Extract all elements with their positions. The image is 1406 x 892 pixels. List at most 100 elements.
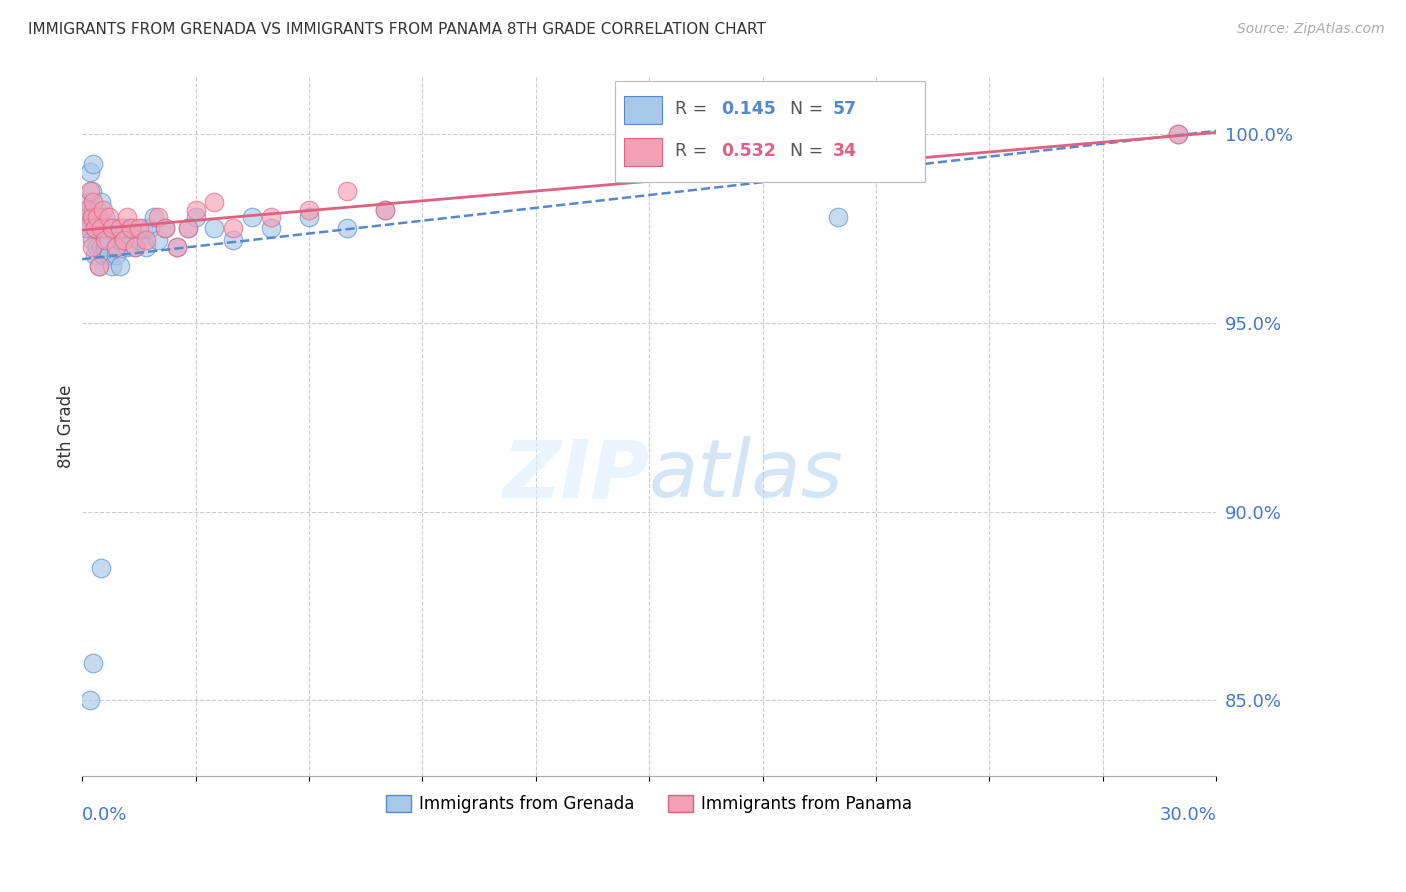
Point bbox=[96, 221, 118, 235]
Bar bbox=[624, 137, 662, 167]
Text: N =: N = bbox=[790, 100, 830, 118]
Text: 57: 57 bbox=[832, 100, 858, 118]
Point bbox=[80, 210, 103, 224]
Point bbox=[90, 561, 112, 575]
Point bbox=[94, 240, 117, 254]
Point bbox=[139, 221, 162, 235]
Point bbox=[124, 240, 146, 254]
Point bbox=[336, 184, 359, 198]
Point bbox=[79, 221, 101, 235]
Point bbox=[84, 221, 107, 235]
Point bbox=[120, 221, 142, 235]
Point bbox=[101, 221, 124, 235]
Text: 0.145: 0.145 bbox=[721, 100, 776, 118]
Text: R =: R = bbox=[675, 142, 713, 160]
Text: N =: N = bbox=[790, 142, 830, 160]
Point bbox=[298, 210, 321, 224]
Point bbox=[135, 233, 157, 247]
Point bbox=[298, 202, 321, 217]
Point bbox=[374, 202, 396, 217]
Point bbox=[128, 221, 150, 235]
Point bbox=[89, 259, 111, 273]
Text: ZIP: ZIP bbox=[502, 436, 650, 515]
Bar bbox=[624, 95, 662, 124]
Point bbox=[108, 259, 131, 273]
Point bbox=[90, 194, 112, 209]
Point bbox=[1167, 127, 1189, 141]
Point bbox=[155, 221, 177, 235]
Point bbox=[108, 221, 131, 235]
Point bbox=[117, 210, 139, 224]
Point bbox=[101, 259, 124, 273]
Point bbox=[86, 240, 108, 254]
Point bbox=[76, 194, 98, 209]
Point bbox=[84, 248, 107, 262]
Legend: Immigrants from Grenada, Immigrants from Panama: Immigrants from Grenada, Immigrants from… bbox=[380, 789, 920, 820]
Point bbox=[90, 221, 112, 235]
Point bbox=[76, 202, 98, 217]
Point bbox=[177, 221, 200, 235]
Text: atlas: atlas bbox=[650, 436, 844, 515]
Text: IMMIGRANTS FROM GRENADA VS IMMIGRANTS FROM PANAMA 8TH GRADE CORRELATION CHART: IMMIGRANTS FROM GRENADA VS IMMIGRANTS FR… bbox=[28, 22, 766, 37]
Point bbox=[166, 240, 188, 254]
Point bbox=[142, 210, 165, 224]
Text: 0.0%: 0.0% bbox=[82, 806, 128, 824]
Point bbox=[204, 221, 226, 235]
Point bbox=[75, 202, 97, 217]
Point bbox=[80, 184, 103, 198]
Point bbox=[82, 202, 104, 217]
Point bbox=[260, 210, 283, 224]
Point bbox=[120, 221, 142, 235]
Text: R =: R = bbox=[675, 100, 713, 118]
Point bbox=[827, 210, 849, 224]
Point bbox=[89, 210, 111, 224]
FancyBboxPatch shape bbox=[614, 81, 925, 182]
Point bbox=[184, 202, 207, 217]
Point bbox=[374, 202, 396, 217]
Point bbox=[89, 259, 111, 273]
Point bbox=[79, 165, 101, 179]
Point bbox=[128, 233, 150, 247]
Point bbox=[184, 210, 207, 224]
Point bbox=[177, 221, 200, 235]
Point bbox=[82, 194, 104, 209]
Point bbox=[135, 240, 157, 254]
Point bbox=[84, 221, 107, 235]
Point bbox=[124, 240, 146, 254]
Y-axis label: 8th Grade: 8th Grade bbox=[58, 385, 75, 468]
Point bbox=[240, 210, 263, 224]
Point bbox=[91, 248, 114, 262]
Point bbox=[222, 233, 245, 247]
Point bbox=[166, 240, 188, 254]
Point bbox=[97, 248, 120, 262]
Text: Source: ZipAtlas.com: Source: ZipAtlas.com bbox=[1237, 22, 1385, 37]
Point bbox=[155, 221, 177, 235]
Point bbox=[105, 240, 128, 254]
Point bbox=[75, 221, 97, 235]
Point bbox=[146, 233, 169, 247]
Point bbox=[79, 184, 101, 198]
Point bbox=[91, 202, 114, 217]
Point bbox=[97, 233, 120, 247]
Point bbox=[112, 221, 135, 235]
Point bbox=[97, 210, 120, 224]
Point bbox=[91, 221, 114, 235]
Point bbox=[90, 240, 112, 254]
Point bbox=[146, 210, 169, 224]
Point bbox=[117, 240, 139, 254]
Point bbox=[86, 202, 108, 217]
Point bbox=[79, 693, 101, 707]
Point bbox=[80, 233, 103, 247]
Point bbox=[204, 194, 226, 209]
Point bbox=[76, 210, 98, 224]
Point bbox=[101, 221, 124, 235]
Point bbox=[105, 240, 128, 254]
Point bbox=[105, 248, 128, 262]
Point bbox=[80, 240, 103, 254]
Point bbox=[260, 221, 283, 235]
Point bbox=[82, 656, 104, 670]
Point bbox=[336, 221, 359, 235]
Text: 30.0%: 30.0% bbox=[1160, 806, 1216, 824]
Point bbox=[82, 157, 104, 171]
Point bbox=[86, 210, 108, 224]
